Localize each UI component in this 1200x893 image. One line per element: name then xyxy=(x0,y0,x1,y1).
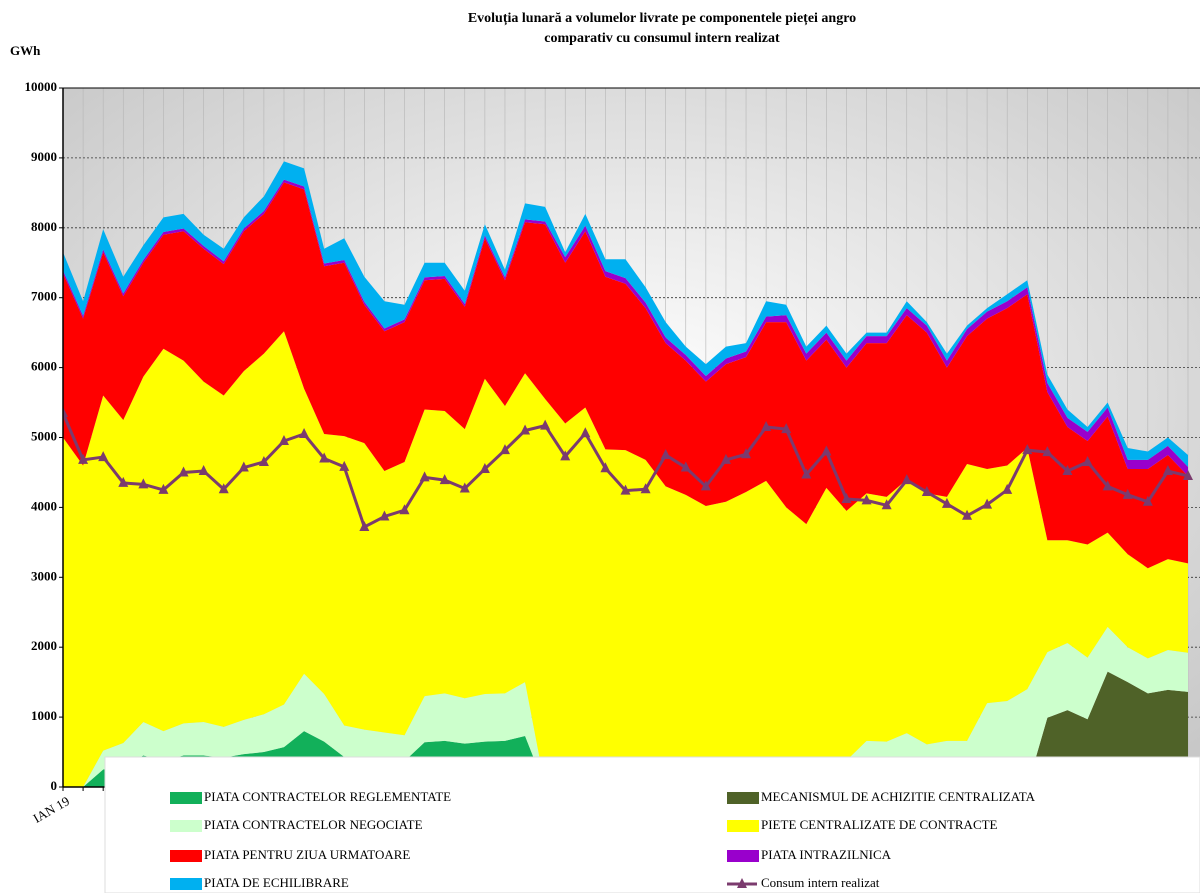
marker xyxy=(379,510,390,521)
legend-swatch xyxy=(727,820,759,832)
marker xyxy=(299,428,310,439)
marker xyxy=(459,482,470,493)
marker xyxy=(238,461,249,472)
marker xyxy=(761,421,772,432)
y-tick-label: 7000 xyxy=(31,289,57,304)
legend-label: PIATA CONTRACTELOR REGLEMENTATE xyxy=(204,789,451,804)
y-tick-label: 3000 xyxy=(31,568,57,583)
area xyxy=(63,331,1188,787)
marker xyxy=(419,471,430,482)
legend-label: Consum intern realizat xyxy=(761,875,880,890)
chart-subtitle: comparativ cu consumul intern realizat xyxy=(544,31,780,46)
marker xyxy=(600,462,611,473)
marker xyxy=(1022,444,1033,455)
y-tick-label: 9000 xyxy=(31,149,57,164)
legend: PIATA CONTRACTELOR REGLEMENTATE MECANISMU… xyxy=(170,789,1036,890)
marker xyxy=(560,450,571,461)
legend-label: PIETE CENTRALIZATE DE CONTRACTE xyxy=(761,817,998,832)
y-tick-label: 1000 xyxy=(31,708,57,723)
legend-swatch xyxy=(170,850,202,862)
legend-label: PIATA CONTRACTELOR NEGOCIATE xyxy=(204,817,423,832)
y-tick-label: 5000 xyxy=(31,428,57,443)
legend-label: PIATA DE ECHILIBRARE xyxy=(204,875,349,890)
legend-swatch xyxy=(727,850,759,862)
marker xyxy=(479,462,490,473)
marker xyxy=(962,509,973,520)
marker xyxy=(941,497,952,508)
legend-label: MECANISMUL DE ACHIZITIE CENTRALIZATA xyxy=(761,789,1036,804)
y-axis-label: GWh xyxy=(10,43,41,58)
marker xyxy=(158,483,169,494)
legend-box xyxy=(104,756,1200,893)
marker xyxy=(339,460,350,471)
y-tick-label: 10000 xyxy=(25,79,58,94)
marker xyxy=(821,445,832,456)
marker xyxy=(520,424,531,435)
areas xyxy=(63,161,1193,787)
marker xyxy=(901,474,912,485)
marker xyxy=(499,444,510,455)
y-tick-label: 8000 xyxy=(31,219,57,234)
marker xyxy=(881,499,892,510)
marker xyxy=(861,494,872,505)
marker xyxy=(982,498,993,509)
legend-marker xyxy=(737,878,747,888)
marker xyxy=(660,448,671,459)
chart-title: Evoluția lunară a volumelor livrate pe c… xyxy=(468,11,856,26)
legend-swatch xyxy=(170,792,202,804)
marker xyxy=(1042,446,1053,457)
marker xyxy=(138,478,149,489)
marker xyxy=(921,486,932,497)
y-tick-label: 0 xyxy=(51,778,58,793)
marker xyxy=(741,448,752,459)
marker xyxy=(781,423,792,434)
marker xyxy=(1062,465,1073,476)
marker xyxy=(198,465,209,476)
y-tick-label: 4000 xyxy=(31,498,57,513)
marker xyxy=(1142,495,1153,506)
marker xyxy=(620,484,631,495)
marker xyxy=(278,434,289,445)
marker xyxy=(399,504,410,515)
marker xyxy=(258,455,269,466)
y-tick-label: 6000 xyxy=(31,359,57,374)
area xyxy=(63,626,1188,787)
marker xyxy=(98,451,109,462)
marker xyxy=(1183,469,1193,480)
marker xyxy=(118,476,129,487)
legend-swatch xyxy=(170,878,202,890)
marker xyxy=(359,520,370,531)
marker xyxy=(1002,483,1013,494)
marker xyxy=(78,453,89,464)
marker xyxy=(319,452,330,463)
marker xyxy=(218,483,229,494)
y-tick-label: 2000 xyxy=(31,638,57,653)
marker xyxy=(801,468,812,479)
marker xyxy=(841,493,852,504)
marker xyxy=(439,474,450,485)
marker xyxy=(1122,488,1133,499)
marker xyxy=(680,461,691,472)
legend-label: PIATA INTRAZILNICA xyxy=(761,847,892,862)
area xyxy=(63,182,1188,569)
marker xyxy=(1162,465,1173,476)
marker xyxy=(700,480,711,491)
marker xyxy=(640,483,651,494)
marker xyxy=(63,407,68,418)
legend-label: PIATA PENTRU ZIUA URMATOARE xyxy=(204,847,410,862)
marker xyxy=(540,419,551,430)
marker xyxy=(580,427,591,438)
marker xyxy=(1102,480,1113,491)
legend-swatch xyxy=(170,820,202,832)
marker xyxy=(178,466,189,477)
marker xyxy=(720,453,731,464)
legend-swatch xyxy=(727,792,759,804)
marker xyxy=(1082,455,1093,466)
